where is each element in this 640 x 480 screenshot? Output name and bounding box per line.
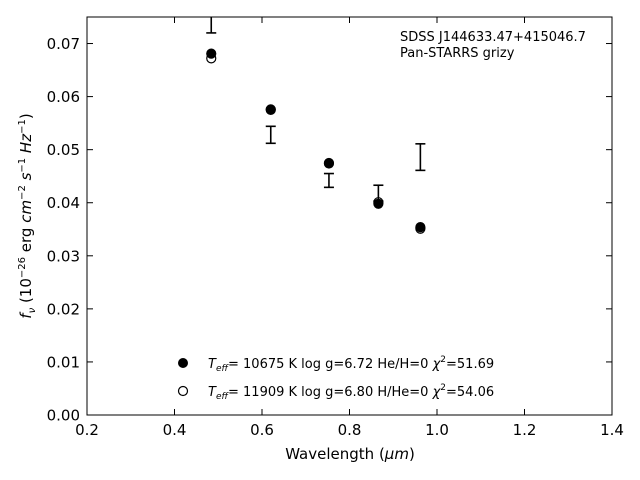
y-tick-label: 0.04: [47, 194, 80, 212]
model-point-open: [323, 158, 335, 169]
y-tick-label: 0.02: [47, 300, 80, 318]
x-tick-label: 0.2: [75, 421, 99, 439]
x-tick-label: 1.2: [513, 421, 537, 439]
x-tick-label: 1.4: [600, 421, 624, 439]
axis-ticks: 0.2 0.4 0.6 0.8 1.0 1.2 1.4 0.00 0.01 0.02 0.03 0.0…: [47, 17, 624, 439]
legend: Teff= 10675 K log g=6.72 He/H=0 χ2=51.69…: [177, 355, 494, 402]
y-tick-label: 0.01: [47, 353, 80, 371]
x-tick-label: 0.8: [338, 421, 362, 439]
model-point-open: [373, 197, 384, 208]
y-tick-label: 0.00: [47, 407, 80, 425]
model-point-open: [265, 104, 276, 115]
data-points: [206, 17, 426, 234]
legend-marker-filled: [178, 358, 188, 368]
y-tick-label: 0.06: [47, 88, 80, 106]
y-tick-label: 0.05: [47, 141, 80, 159]
legend-label-filled: Teff= 10675 K log g=6.72 He/H=0 χ2=51.69: [208, 355, 494, 374]
x-tick-label: 1.0: [425, 421, 449, 439]
legend-label-open: Teff= 11909 K log g=6.80 H/He=0 χ2=54.06: [208, 383, 494, 402]
y-axis-label: fν (10−26 erg cm−2 s−1 Hz−1): [17, 113, 38, 318]
x-tick-label: 0.6: [250, 421, 274, 439]
x-axis-label: Wavelength (μm): [285, 445, 415, 463]
annotation-object-name: SDSS J144633.47+415046.7: [400, 30, 586, 45]
model-point-open: [415, 223, 426, 234]
y-tick-label: 0.03: [47, 247, 80, 265]
y-tick-label: 0.07: [47, 35, 80, 53]
x-tick-label: 0.4: [163, 421, 187, 439]
model-point-open: [206, 53, 217, 64]
plot-frame: [86, 16, 613, 416]
annotation-survey: Pan-STARRS grizy: [400, 46, 515, 61]
legend-marker-open: [177, 385, 189, 397]
